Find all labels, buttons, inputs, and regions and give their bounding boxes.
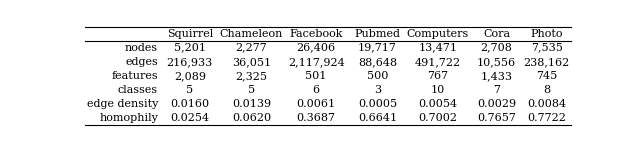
Text: Squirrel: Squirrel — [166, 29, 213, 39]
Text: Chameleon: Chameleon — [220, 29, 283, 39]
Text: 767: 767 — [428, 71, 449, 81]
Text: 0.0620: 0.0620 — [232, 113, 271, 123]
Text: 500: 500 — [367, 71, 388, 81]
Text: homophily: homophily — [99, 113, 158, 123]
Text: 0.0029: 0.0029 — [477, 99, 516, 109]
Text: Cora: Cora — [483, 29, 510, 39]
Text: 88,648: 88,648 — [358, 57, 397, 67]
Text: Pubmed: Pubmed — [355, 29, 401, 39]
Text: 7: 7 — [493, 85, 500, 95]
Text: 2,117,924: 2,117,924 — [288, 57, 344, 67]
Text: 7,535: 7,535 — [531, 43, 563, 53]
Text: 0.0084: 0.0084 — [527, 99, 566, 109]
Text: 0.7722: 0.7722 — [527, 113, 566, 123]
Text: 36,051: 36,051 — [232, 57, 271, 67]
Text: 0.0254: 0.0254 — [170, 113, 209, 123]
Text: 6: 6 — [312, 85, 320, 95]
Text: 3: 3 — [374, 85, 381, 95]
Text: 2,089: 2,089 — [174, 71, 206, 81]
Text: 5,201: 5,201 — [174, 43, 206, 53]
Text: 5: 5 — [186, 85, 193, 95]
Text: 8: 8 — [543, 85, 550, 95]
Text: 2,277: 2,277 — [236, 43, 268, 53]
Text: 238,162: 238,162 — [524, 57, 570, 67]
Text: Photo: Photo — [531, 29, 563, 39]
Text: 0.0160: 0.0160 — [170, 99, 209, 109]
Text: 216,933: 216,933 — [166, 57, 213, 67]
Text: 2,708: 2,708 — [481, 43, 513, 53]
Text: nodes: nodes — [125, 43, 158, 53]
Text: 0.3687: 0.3687 — [297, 113, 336, 123]
Text: Facebook: Facebook — [289, 29, 343, 39]
Text: 13,471: 13,471 — [419, 43, 458, 53]
Text: 0.6641: 0.6641 — [358, 113, 397, 123]
Text: 745: 745 — [536, 71, 557, 81]
Text: 10: 10 — [431, 85, 445, 95]
Text: 0.7657: 0.7657 — [477, 113, 516, 123]
Text: 0.0139: 0.0139 — [232, 99, 271, 109]
Text: 10,556: 10,556 — [477, 57, 516, 67]
Text: 501: 501 — [305, 71, 327, 81]
Text: Computers: Computers — [407, 29, 469, 39]
Text: edges: edges — [125, 57, 158, 67]
Text: 0.0061: 0.0061 — [296, 99, 336, 109]
Text: 1,433: 1,433 — [481, 71, 513, 81]
Text: 2,325: 2,325 — [236, 71, 268, 81]
Text: 0.0054: 0.0054 — [419, 99, 458, 109]
Text: 0.0005: 0.0005 — [358, 99, 397, 109]
Text: classes: classes — [118, 85, 158, 95]
Text: 19,717: 19,717 — [358, 43, 397, 53]
Text: 0.7002: 0.7002 — [419, 113, 458, 123]
Text: 5: 5 — [248, 85, 255, 95]
Text: features: features — [111, 71, 158, 81]
Text: 26,406: 26,406 — [296, 43, 336, 53]
Text: edge density: edge density — [86, 99, 158, 109]
Text: 491,722: 491,722 — [415, 57, 461, 67]
